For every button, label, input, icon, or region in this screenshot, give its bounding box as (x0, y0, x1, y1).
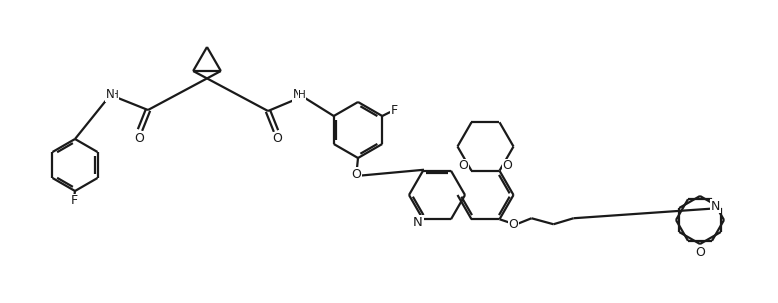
Text: N: N (711, 199, 720, 212)
Text: O: O (272, 132, 282, 145)
Text: O: O (351, 168, 361, 181)
Text: H: H (111, 90, 119, 100)
Text: F: F (71, 195, 78, 208)
Text: N: N (293, 88, 301, 102)
Text: O: O (458, 159, 468, 172)
Text: O: O (509, 218, 518, 231)
Text: O: O (134, 132, 144, 145)
Text: N: N (413, 216, 423, 229)
Text: N: N (106, 88, 114, 102)
Text: O: O (695, 245, 705, 258)
Text: O: O (503, 159, 513, 172)
Text: H: H (298, 90, 306, 100)
Text: O: O (351, 168, 361, 181)
Text: F: F (391, 105, 398, 118)
